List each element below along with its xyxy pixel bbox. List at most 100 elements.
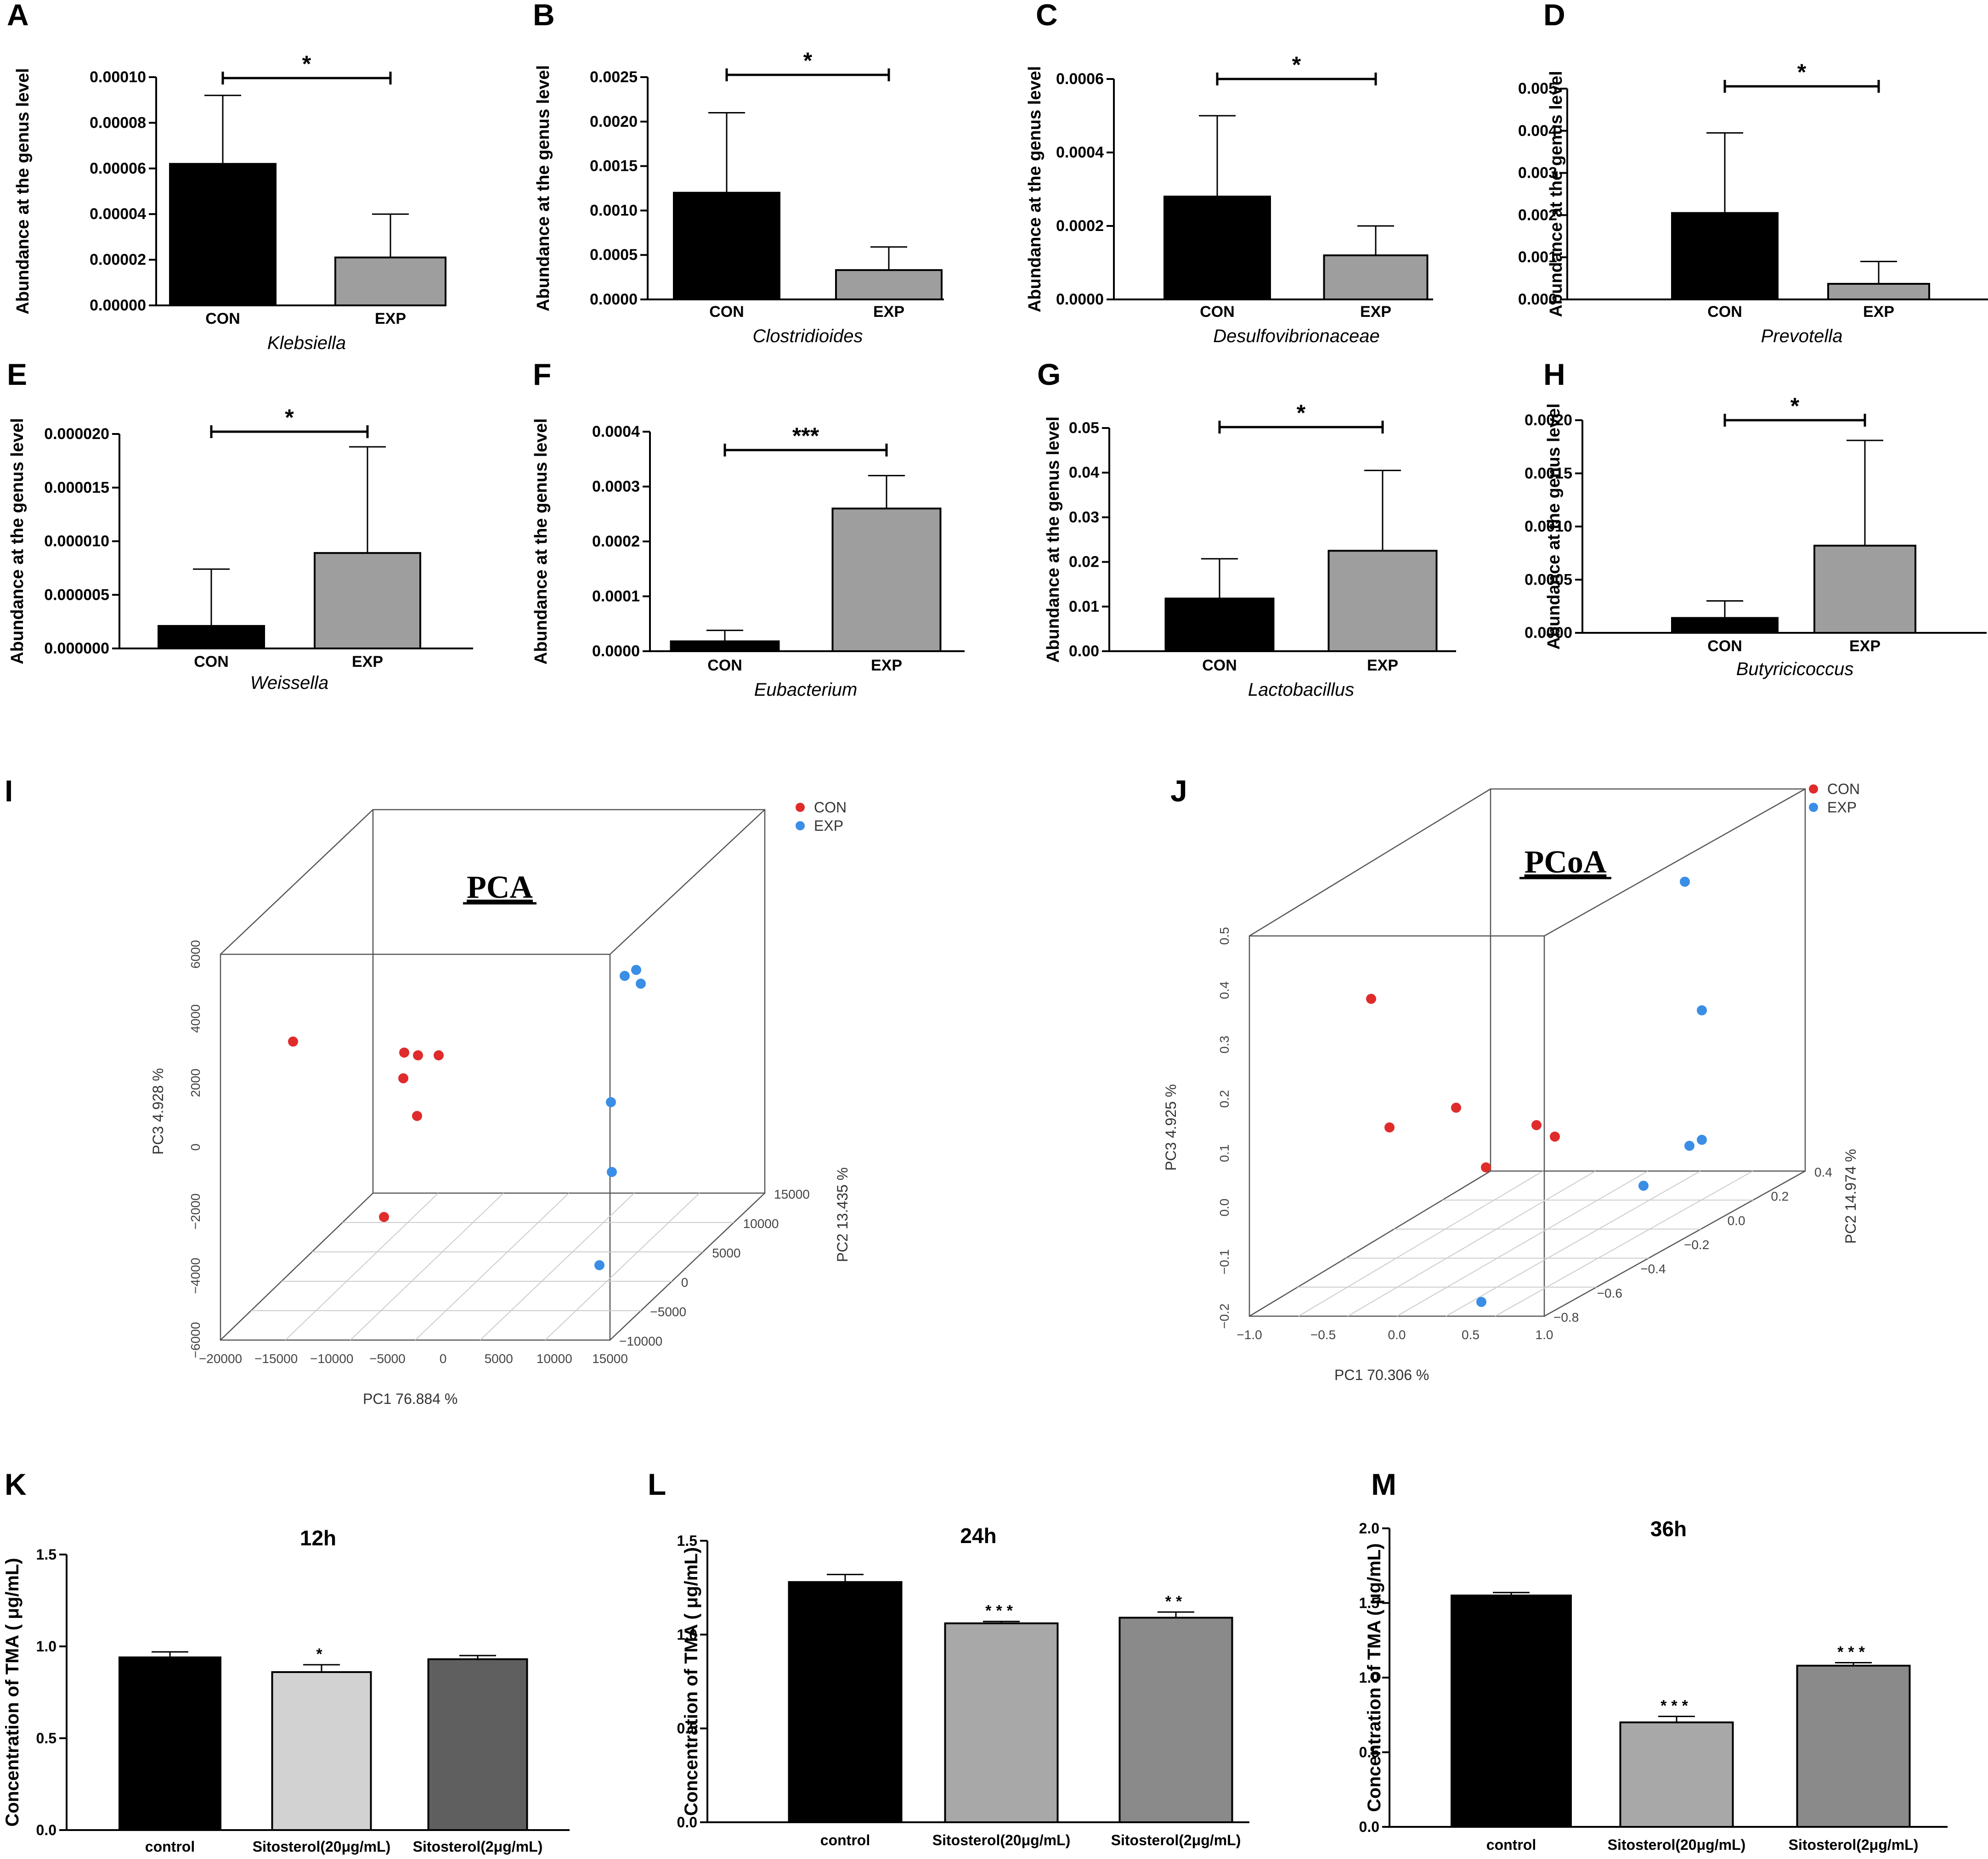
panel-letter-a: A: [7, 0, 29, 32]
panel-letter-e: E: [7, 357, 27, 391]
bar-exp: [314, 552, 421, 650]
y-tick-label: 0.4: [1814, 1165, 1832, 1179]
category-label: Sitosterol(2μg/mL): [1789, 1836, 1919, 1853]
category-label: EXP: [873, 303, 904, 321]
exp-point: [1638, 1181, 1649, 1191]
box-front: [1248, 935, 1545, 1317]
y-axis-label: Concentration of TMA ( μg/mL): [2, 1558, 23, 1826]
y-tick-label: 1.5: [1359, 1595, 1379, 1611]
y-tick-label: −10000: [619, 1334, 662, 1348]
y-axis-label: Abundance at the genus level: [531, 418, 551, 665]
y-tick-label: 0.0015: [1525, 465, 1572, 482]
chart-title: 24h: [960, 1524, 996, 1548]
y-axis-label: Abundance at the genus level: [1547, 71, 1566, 317]
y-tick-label: 1.0: [677, 1626, 697, 1643]
genus-title: Prevotella: [1761, 326, 1843, 346]
x-axis-label: PC1 70.306 %: [1334, 1367, 1429, 1383]
y-tick-label: 0.004: [1518, 122, 1557, 140]
bar-con: [169, 163, 277, 306]
y-tick-label: 10000: [743, 1217, 779, 1231]
y-tick-label: 0.000005: [44, 586, 109, 603]
exp-point: [1680, 877, 1690, 887]
panel-letter-m: M: [1371, 1467, 1396, 1501]
genus-title: Weissella: [250, 673, 328, 693]
y-tick-label: 0.04: [1069, 464, 1099, 481]
y-tick-label: 0.0020: [1525, 411, 1572, 429]
con-point: [413, 1050, 423, 1060]
bar-sitosterol-20-g-ml-: [944, 1622, 1059, 1823]
z-tick-label: 0.0: [1217, 1199, 1231, 1217]
con-point: [1531, 1120, 1542, 1130]
chart-title: 12h: [300, 1526, 336, 1550]
grid-line: [480, 1193, 635, 1341]
con-point: [399, 1048, 409, 1058]
y-tick-label: 0.000010: [44, 533, 109, 550]
y-tick-label: 5000: [712, 1246, 740, 1260]
panel-d: 0.000 0.001 0.002 0.003 0.004 0.005 CON EXP * Pre…: [1518, 59, 1988, 346]
y-tick-label: −5000: [650, 1305, 686, 1319]
category-label: EXP: [1863, 303, 1894, 321]
panel-l: 0.0 0.5 1.0 1.5 control Sitosterol(20μg/mL) **…: [677, 1524, 1249, 1848]
box-edge: [220, 1193, 373, 1341]
x-axis-label: PC1 76.884 %: [363, 1391, 457, 1407]
grid-line: [350, 1193, 504, 1341]
z-tick-label: −4000: [188, 1258, 203, 1294]
category-label: CON: [1707, 303, 1742, 321]
genus-title: Eubacterium: [754, 680, 858, 700]
genus-title: Lactobacillus: [1248, 680, 1354, 700]
x-tick-label: −0.5: [1310, 1328, 1336, 1342]
z-tick-label: 0: [188, 1144, 203, 1151]
box-edge: [1249, 788, 1491, 937]
bar-exp: [835, 269, 943, 300]
significance-star: *: [1797, 59, 1807, 85]
significance-label: ***: [985, 1602, 1017, 1620]
z-tick-label: −0.1: [1217, 1249, 1231, 1274]
bar-exp: [1327, 550, 1438, 653]
grid-line: [1347, 1171, 1596, 1317]
genus-title: Desulfovibrionaceae: [1213, 326, 1379, 346]
y-axis-label: Abundance at the genus level: [1025, 66, 1045, 312]
panel-g: 0.00 0.01 0.02 0.03 0.04 0.05 CON EXP * Lactobaci…: [1044, 400, 1456, 700]
panel-c: 0.0000 0.0002 0.0004 0.0006 CON EXP * Desulfovi…: [1025, 52, 1433, 346]
legend-exp-marker: [1809, 803, 1818, 812]
y-axis-label: Abundance at the genus level: [8, 418, 27, 664]
con-point: [398, 1073, 408, 1083]
y-tick-label: 0.5: [36, 1730, 56, 1746]
con-point: [288, 1037, 298, 1047]
y-tick-label: −0.4: [1640, 1262, 1666, 1276]
grid-line: [544, 1193, 700, 1341]
y-tick-label: 0.0004: [1056, 144, 1104, 161]
y-tick-label: 0.0000: [592, 642, 640, 660]
y-tick-label: 0.00: [1069, 642, 1099, 660]
x-tick-label: 0.5: [1462, 1328, 1480, 1342]
y-tick-label: 1.0: [36, 1638, 56, 1655]
y-tick-label: 0.0020: [590, 113, 638, 130]
con-point: [379, 1212, 389, 1222]
exp-point: [1697, 1135, 1707, 1145]
exp-point: [594, 1260, 604, 1270]
y-tick-label: 0.0004: [592, 423, 640, 440]
z-tick-label: 2000: [188, 1069, 203, 1097]
y-tick-label: 0.0006: [1056, 70, 1104, 88]
panel-m: 0.0 0.5 1.0 1.5 2.0 control Sitosterol(20μg/mL…: [1359, 1517, 1948, 1853]
y-tick-label: 0.00010: [90, 68, 146, 86]
z-axis-label: PC3 4.925 %: [1163, 1084, 1179, 1171]
genus-title: Butyricicoccus: [1736, 659, 1854, 679]
exp-point: [620, 971, 630, 981]
y-tick-label: 0.001: [1518, 248, 1557, 266]
con-point: [1550, 1132, 1560, 1142]
x-tick-label: 15000: [592, 1352, 628, 1366]
genus-title: Klebsiella: [267, 333, 346, 353]
category-label: control: [820, 1832, 870, 1848]
box-edge: [610, 809, 765, 955]
y-tick-label: 0: [681, 1275, 689, 1290]
significance-star: *: [1297, 400, 1306, 426]
plot-title: PCA: [467, 870, 533, 905]
y-tick-label: 0.003: [1518, 164, 1557, 182]
bar-sitosterol-2-g-ml-: [1118, 1617, 1233, 1823]
y-axis-label: Abundance at the genus level: [534, 65, 553, 311]
z-tick-label: 4000: [188, 1004, 203, 1033]
y-tick-label: −0.2: [1684, 1238, 1709, 1252]
panel-letter-f: F: [533, 357, 551, 391]
category-label: CON: [707, 657, 742, 674]
